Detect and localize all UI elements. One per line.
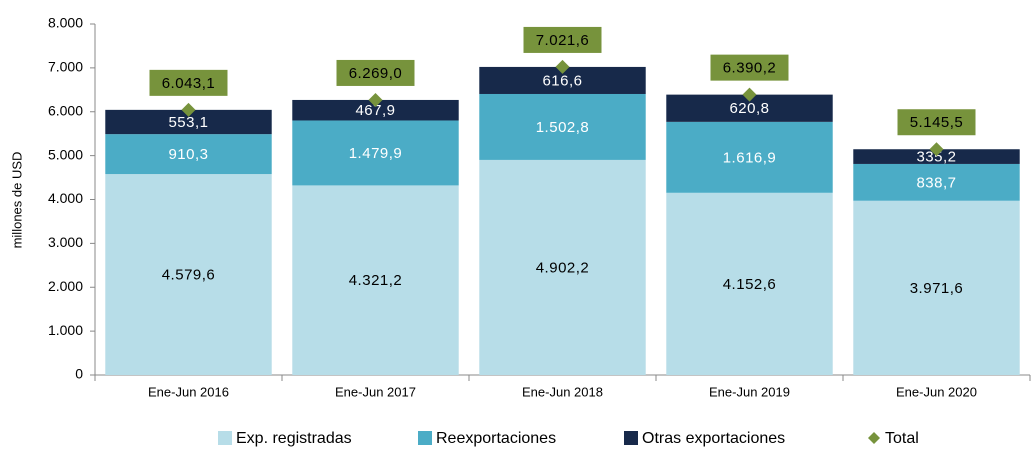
- y-tick-label: 4.000: [48, 190, 83, 206]
- total-marker: [181, 102, 196, 117]
- bar-segment: [853, 200, 1020, 375]
- segment-label: 3.971,6: [910, 280, 964, 297]
- total-label-box: [710, 54, 789, 81]
- bar-segment: [292, 185, 459, 375]
- x-tick-label: Ene-Jun 2019: [709, 384, 790, 399]
- y-tick-label: 2.000: [48, 278, 83, 294]
- bar-segment: [853, 163, 1020, 201]
- x-tick-label: Ene-Jun 2017: [335, 384, 416, 399]
- total-label: 5.145,5: [910, 114, 964, 131]
- x-tick-label: Ene-Jun 2018: [522, 384, 603, 399]
- legend-swatch: [218, 431, 232, 445]
- legend-swatch: [624, 431, 638, 445]
- legend-label: Otras exportaciones: [642, 430, 785, 447]
- total-marker: [555, 59, 570, 74]
- bar-segment: [853, 149, 1020, 164]
- total-marker: [368, 92, 383, 107]
- y-axis-label: millones de USD: [9, 152, 24, 249]
- bar-segment: [666, 192, 833, 375]
- bar-segment: [479, 93, 646, 160]
- segment-label: 467,9: [355, 102, 395, 119]
- total-label-box: [523, 26, 602, 53]
- bar-segment: [479, 159, 646, 375]
- bar-segment: [292, 120, 459, 186]
- segment-label: 616,6: [542, 72, 582, 89]
- segment-label: 4.902,2: [536, 259, 590, 276]
- x-tick-label: Ene-Jun 2016: [148, 384, 229, 399]
- y-tick-label: 5.000: [48, 146, 83, 162]
- y-tick-label: 7.000: [48, 59, 83, 75]
- y-tick-label: 0: [75, 366, 83, 382]
- bar-segment: [292, 99, 459, 121]
- legend-label: Exp. registradas: [236, 430, 352, 447]
- segment-label: 1.479,9: [349, 145, 403, 162]
- segment-label: 4.321,2: [349, 272, 403, 289]
- segment-label: 335,2: [916, 149, 956, 166]
- legend-swatch: [418, 431, 432, 445]
- segment-label: 1.616,9: [723, 149, 777, 166]
- total-label: 6.043,1: [162, 75, 216, 92]
- x-tick-label: Ene-Jun 2020: [896, 384, 977, 399]
- y-tick-label: 6.000: [48, 102, 83, 118]
- segment-label: 910,3: [168, 146, 208, 163]
- total-marker: [929, 142, 944, 157]
- segment-label: 1.502,8: [536, 119, 590, 136]
- total-label: 6.390,2: [723, 60, 777, 77]
- segment-label: 4.152,6: [723, 276, 777, 293]
- total-label-box: [897, 109, 976, 136]
- legend-label: Reexportaciones: [436, 430, 556, 447]
- legend-label: Total: [885, 430, 919, 447]
- bar-segment: [666, 121, 833, 193]
- total-label: 6.269,0: [349, 65, 403, 82]
- total-label: 7.021,6: [536, 32, 590, 49]
- segment-label: 553,1: [168, 114, 208, 131]
- total-label-box: [336, 59, 415, 86]
- bar-segment: [105, 134, 272, 175]
- legend-marker: [868, 432, 880, 444]
- segment-label: 838,7: [916, 174, 956, 191]
- total-label-box: [149, 69, 228, 96]
- bar-segment: [105, 174, 272, 375]
- total-marker: [742, 87, 757, 102]
- segment-label: 620,8: [729, 100, 769, 117]
- segment-label: 4.579,6: [162, 267, 216, 284]
- y-tick-label: 8.000: [48, 15, 83, 31]
- y-tick-label: 1.000: [48, 322, 83, 338]
- y-tick-label: 3.000: [48, 234, 83, 250]
